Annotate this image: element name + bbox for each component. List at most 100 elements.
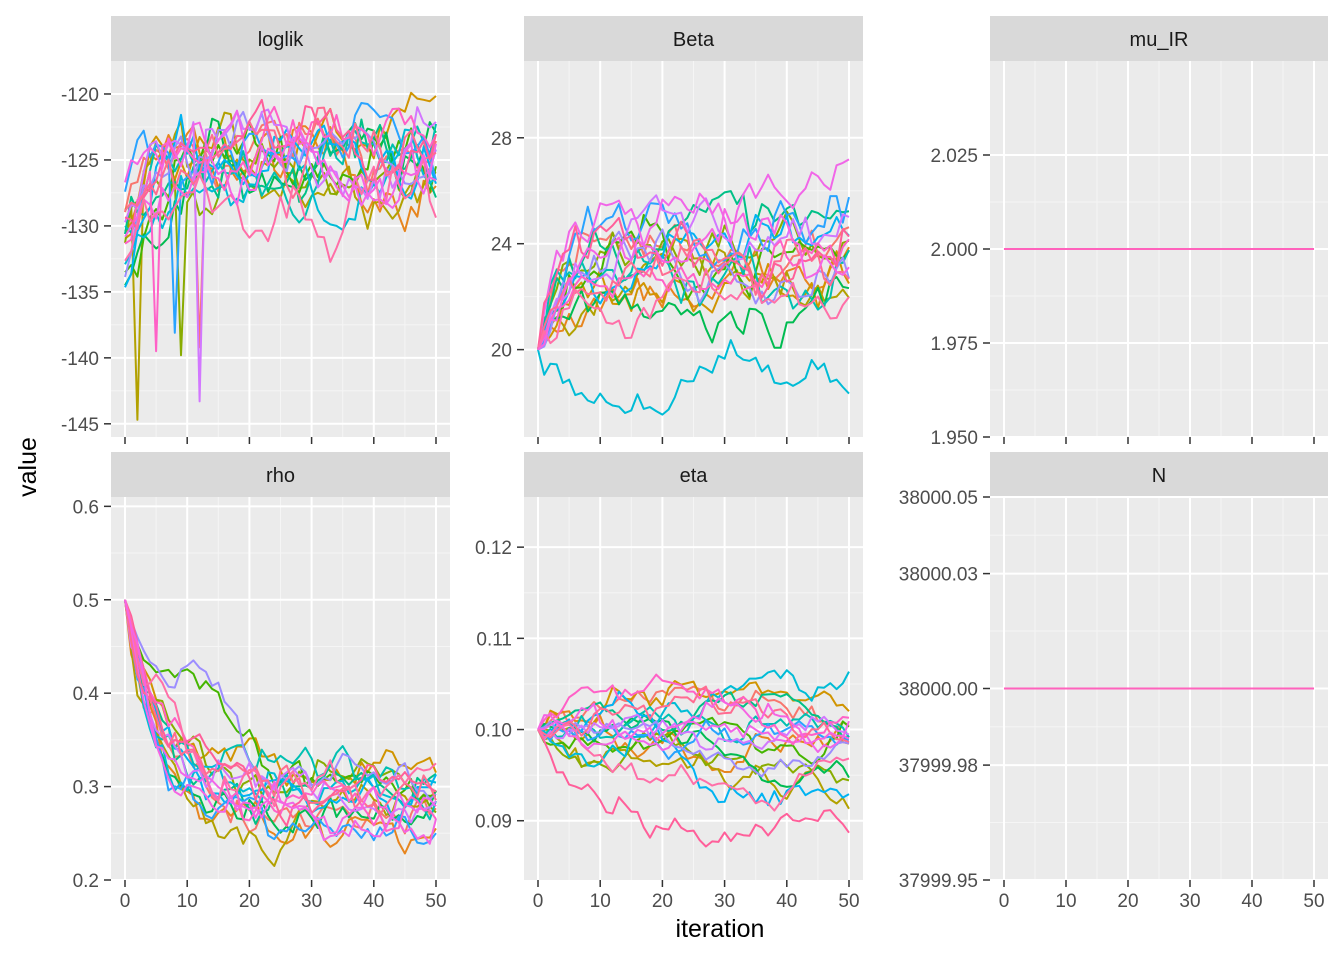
series-line <box>537 339 850 416</box>
x-tick-label: 50 <box>838 891 859 912</box>
y-tick-label: 2.000 <box>930 240 978 261</box>
y-tick-label: 0.3 <box>73 778 99 799</box>
x-tick-label: 20 <box>652 891 673 912</box>
x-tick-label: 10 <box>590 891 611 912</box>
facet-strip-label: rho <box>266 465 295 487</box>
y-tick-label: 38000.03 <box>899 565 978 586</box>
series-line <box>537 673 850 746</box>
y-tick-label: -145 <box>61 415 99 436</box>
series-line <box>537 723 850 812</box>
y-tick-label: 38000.00 <box>899 680 978 701</box>
facet-strip-label: Beta <box>673 29 715 51</box>
facet-panel-mu_IR: mu_IR 1.950 1.975 2.000 2.025 <box>930 16 1328 449</box>
facet-strip <box>990 16 1328 61</box>
y-tick-label: 20 <box>491 341 512 362</box>
facet-strip <box>990 452 1328 497</box>
series-line <box>537 190 850 350</box>
facet-panel-loglik: loglik -145 -140 -135 -130 -125 -120 <box>61 16 450 444</box>
x-tick-label: 10 <box>1055 891 1076 912</box>
y-tick-label: 0.09 <box>475 812 512 833</box>
y-tick-label: 0.5 <box>73 591 99 612</box>
series-line <box>537 720 850 778</box>
y-tick-label: -120 <box>61 85 99 106</box>
y-tick-label: 1.950 <box>930 428 978 449</box>
x-tick-label: 0 <box>533 891 544 912</box>
x-tick-label: 20 <box>239 891 260 912</box>
series-line <box>124 110 437 278</box>
x-tick-label: 0 <box>999 891 1010 912</box>
x-tick-label: 30 <box>301 891 322 912</box>
series-line <box>124 599 437 845</box>
x-tick-label: 20 <box>1117 891 1138 912</box>
series-line <box>537 713 850 751</box>
facet-strip-label: eta <box>680 465 709 487</box>
facet-strip <box>111 16 450 61</box>
facet-strip-label: loglik <box>258 29 305 51</box>
series-line <box>124 599 437 814</box>
x-axis-title: iteration <box>676 915 765 943</box>
x-tick-label: 10 <box>177 891 198 912</box>
series-line <box>537 690 850 807</box>
series-line <box>537 158 850 350</box>
facet-strip <box>524 16 863 61</box>
series-line <box>537 208 850 351</box>
series-line <box>537 276 850 351</box>
y-tick-label: 0.12 <box>475 538 512 559</box>
series-line <box>537 268 850 350</box>
x-tick-label: 40 <box>363 891 384 912</box>
y-tick-label: -125 <box>61 151 99 172</box>
y-tick-label: 24 <box>491 235 513 256</box>
facet-panel-rho: rho 0.2 0.3 0.4 0.5 0.6 0 10 20 30 40 50 <box>73 452 450 912</box>
x-tick-label: 50 <box>425 891 446 912</box>
y-tick-label: 2.025 <box>930 146 978 167</box>
facet-strip-label: N <box>1152 465 1166 487</box>
y-tick-label: 0.11 <box>476 629 512 650</box>
facet-strip-label: mu_IR <box>1130 29 1189 51</box>
series-lines <box>124 599 437 867</box>
series-lines <box>124 91 437 421</box>
y-tick-label: -140 <box>61 349 99 370</box>
x-tick-label: 40 <box>1241 891 1262 912</box>
series-line <box>124 98 437 230</box>
series-line <box>124 599 437 801</box>
y-tick-label: 1.975 <box>930 334 978 355</box>
series-line <box>537 685 850 743</box>
series-line <box>124 158 437 263</box>
series-line <box>537 228 850 351</box>
y-tick-label: 37999.95 <box>899 871 978 892</box>
series-line <box>124 599 437 842</box>
y-tick-label: -135 <box>61 283 99 304</box>
series-line <box>124 599 437 808</box>
series-line <box>537 697 850 750</box>
facet-strip <box>111 452 450 497</box>
y-tick-label: -130 <box>61 217 99 238</box>
y-tick-label: 0.2 <box>73 871 99 892</box>
y-axis-title: value <box>14 437 42 497</box>
x-tick-label: 50 <box>1303 891 1324 912</box>
y-tick-label: 28 <box>491 129 512 150</box>
facet-panel-N: N 37999.95 37999.98 38000.00 38000.03 38000.0… <box>899 452 1328 912</box>
facet-panels: loglik -145 -140 -135 -130 -125 -120 Beta 20 24 28… <box>61 16 1328 912</box>
series-line <box>537 716 850 765</box>
x-tick-label: 30 <box>714 891 735 912</box>
series-line <box>124 599 437 821</box>
x-tick-label: 0 <box>120 891 131 912</box>
series-lines <box>537 158 850 416</box>
series-line <box>124 599 437 845</box>
y-tick-label: 37999.98 <box>899 756 978 777</box>
series-lines <box>537 669 850 848</box>
series-line <box>124 125 437 233</box>
series-line <box>537 729 850 848</box>
series-line <box>124 113 437 288</box>
series-line <box>124 599 437 867</box>
series-line <box>124 121 437 209</box>
series-line <box>537 669 850 768</box>
x-tick-label: 30 <box>1179 891 1200 912</box>
y-tick-label: 0.6 <box>73 497 99 518</box>
facet-panel-Beta: Beta 20 24 28 <box>491 16 863 444</box>
y-tick-label: 38000.05 <box>899 488 978 509</box>
x-tick-label: 40 <box>776 891 797 912</box>
series-line <box>124 599 437 835</box>
series-line <box>537 703 850 753</box>
